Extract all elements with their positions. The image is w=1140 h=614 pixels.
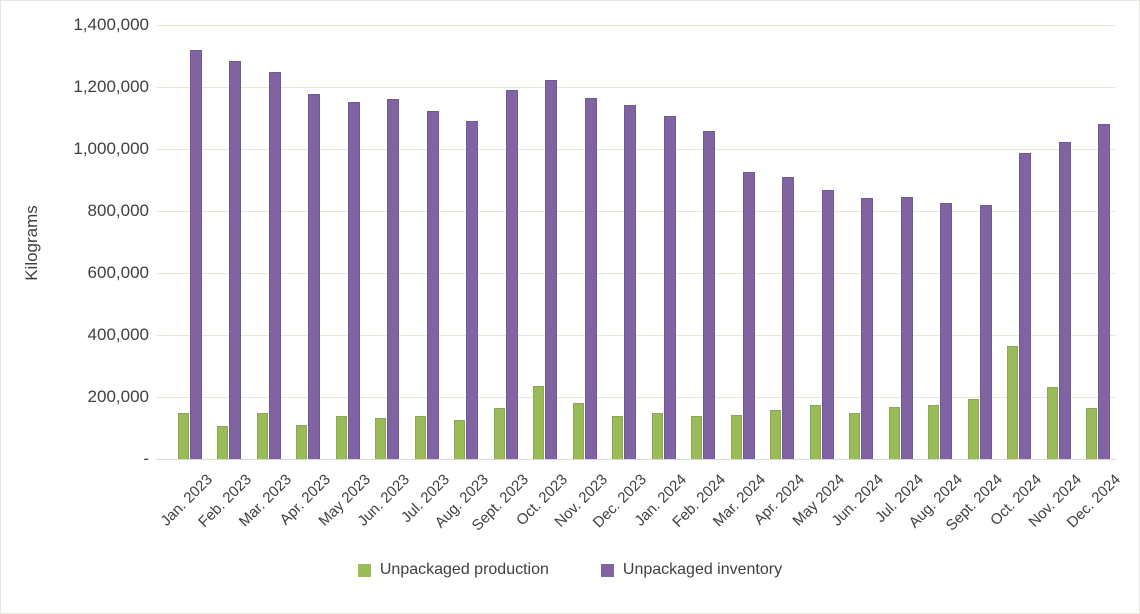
y-tick-label: -	[143, 449, 149, 468]
bar-unpackaged-inventory-aug-2023	[466, 121, 478, 459]
bar-unpackaged-inventory-jul-2023	[426, 111, 439, 459]
bar-unpackaged-inventory-jan-2024	[663, 115, 676, 459]
bar-unpackaged-inventory-nov-2024	[1058, 142, 1071, 459]
y-tick-label: 400,000	[87, 325, 149, 344]
bar-unpackaged-inventory-oct-2023	[545, 80, 557, 459]
bar-unpackaged-production-apr-2024	[770, 410, 781, 459]
legend-label-production: Unpackaged production	[379, 561, 549, 578]
bar-unpackaged-production-jan-2023	[177, 412, 189, 459]
y-axis-title: Kilograms	[22, 205, 41, 281]
legend-label-inventory: Unpackaged inventory	[622, 561, 783, 578]
gridline	[156, 273, 1116, 274]
bar-unpackaged-production-mar-2023	[256, 413, 268, 459]
legend: Unpackaged production Unpackaged invento…	[1, 561, 1139, 579]
bar-unpackaged-production-aug-2023	[454, 419, 465, 459]
bar-unpackaged-inventory-mar-2023	[268, 72, 281, 459]
bar-unpackaged-production-oct-2024	[1007, 346, 1018, 459]
gridline	[156, 25, 1116, 26]
bar-unpackaged-inventory-may-2024	[821, 189, 834, 459]
gridline	[156, 87, 1116, 88]
bar-unpackaged-production-feb-2024	[691, 415, 702, 459]
legend-item-unpackaged-production: Unpackaged production	[357, 561, 549, 579]
bar-unpackaged-inventory-jun-2023	[387, 98, 399, 459]
legend-swatch-inventory-icon	[600, 563, 614, 577]
y-tick-label: 1,400,000	[73, 15, 149, 34]
bar-unpackaged-production-jan-2024	[651, 413, 663, 459]
bar-unpackaged-production-apr-2023	[296, 424, 307, 459]
bar-unpackaged-inventory-aug-2024	[940, 202, 952, 459]
bar-unpackaged-inventory-mar-2024	[742, 171, 755, 459]
bar-unpackaged-production-mar-2024	[730, 414, 742, 459]
gridline	[156, 335, 1116, 336]
y-tick-label: 600,000	[87, 263, 149, 282]
y-tick-label: 1,200,000	[73, 77, 149, 96]
y-tick-label: 800,000	[87, 201, 149, 220]
bar-unpackaged-production-dec-2024	[1086, 407, 1097, 459]
bar-unpackaged-production-dec-2023	[612, 416, 623, 459]
bar-unpackaged-inventory-feb-2023	[229, 60, 241, 459]
bar-unpackaged-inventory-dec-2023	[624, 104, 636, 459]
bar-unpackaged-production-jun-2023	[375, 417, 386, 459]
y-tick-label: 1,000,000	[73, 139, 149, 158]
gridline	[156, 211, 1116, 212]
bar-unpackaged-production-nov-2024	[1046, 387, 1058, 459]
bar-unpackaged-production-jul-2023	[414, 415, 426, 459]
bar-unpackaged-production-sept-2024	[967, 399, 979, 459]
bar-unpackaged-inventory-jun-2024	[861, 197, 873, 459]
bar-unpackaged-production-may-2023	[335, 415, 347, 459]
bar-unpackaged-production-feb-2023	[217, 425, 228, 459]
bar-unpackaged-inventory-sept-2024	[979, 205, 992, 459]
bar-unpackaged-inventory-nov-2023	[584, 97, 597, 459]
bar-unpackaged-inventory-apr-2024	[782, 177, 794, 459]
bar-unpackaged-production-aug-2024	[928, 405, 939, 459]
bar-unpackaged-production-nov-2023	[572, 402, 584, 459]
y-tick-label: 200,000	[87, 387, 149, 406]
bar-unpackaged-inventory-jul-2024	[900, 197, 913, 459]
bar-unpackaged-production-sept-2023	[493, 408, 505, 459]
bar-unpackaged-production-jul-2024	[888, 407, 900, 459]
bar-unpackaged-inventory-may-2023	[347, 101, 360, 459]
bar-unpackaged-production-oct-2023	[533, 385, 544, 459]
bar-unpackaged-inventory-oct-2024	[1019, 153, 1031, 459]
bar-unpackaged-inventory-sept-2023	[505, 90, 518, 459]
bar-unpackaged-inventory-jan-2023	[189, 50, 202, 459]
bar-unpackaged-inventory-feb-2024	[703, 131, 715, 459]
gridline	[156, 397, 1116, 398]
bar-unpackaged-inventory-dec-2024	[1098, 124, 1110, 459]
legend-item-unpackaged-inventory: Unpackaged inventory	[600, 561, 783, 579]
legend-swatch-production-icon	[357, 563, 371, 577]
bar-unpackaged-production-may-2024	[809, 405, 821, 459]
bar-unpackaged-inventory-apr-2023	[308, 94, 320, 459]
gridline	[156, 149, 1116, 150]
bar-unpackaged-production-jun-2024	[849, 412, 860, 459]
x-axis-line	[156, 459, 1116, 460]
